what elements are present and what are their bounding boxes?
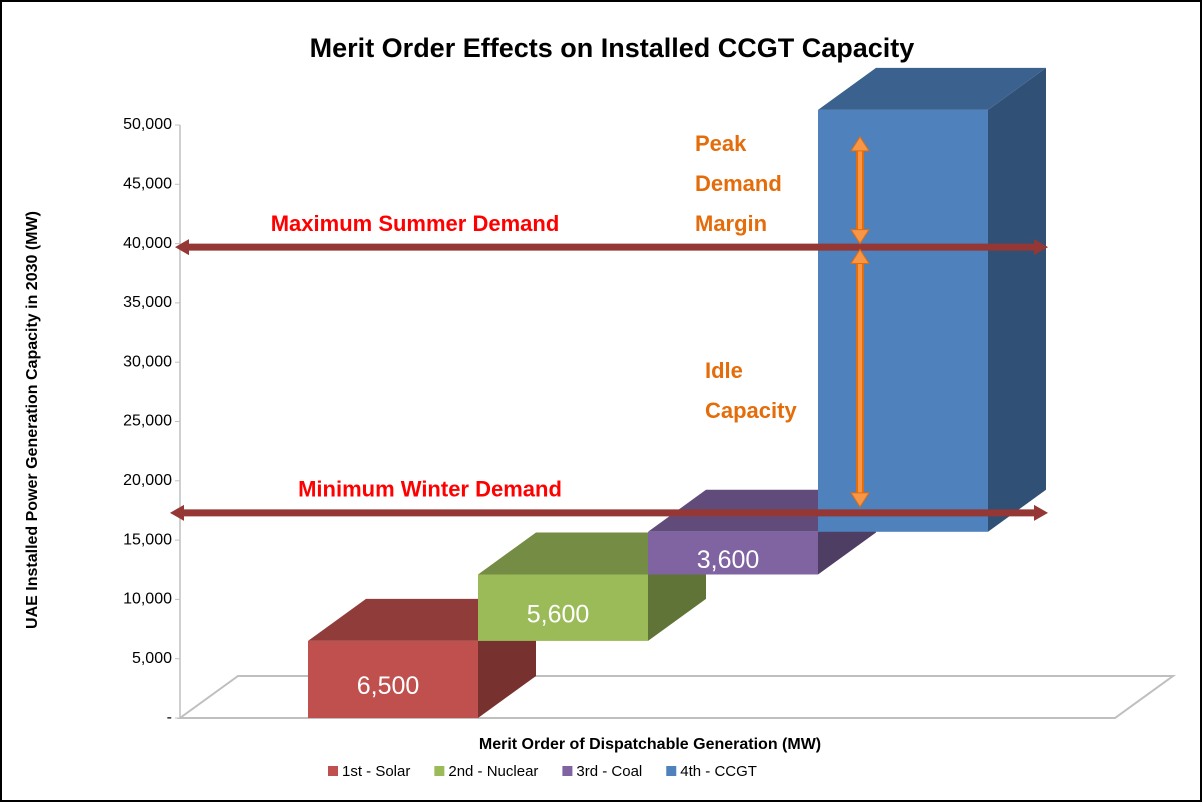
legend-swatch	[562, 766, 573, 776]
range-label: Capacity	[705, 398, 797, 423]
range-arrow-head	[850, 135, 870, 152]
bar	[308, 640, 478, 718]
demand-line-head	[170, 504, 184, 521]
legend-swatch	[666, 766, 677, 776]
range-label: Idle	[705, 358, 743, 383]
demand-line-head	[1034, 239, 1048, 256]
chart-title: Merit Order Effects on Installed CCGT Ca…	[310, 33, 915, 63]
demand-line-head	[1034, 504, 1048, 521]
data-label: 35,580	[860, 544, 936, 572]
y-axis-title: UAE Installed Power Generation Capacity …	[24, 211, 41, 629]
legend-label: 4th - CCGT	[680, 763, 757, 780]
range-arrow-head	[850, 229, 870, 245]
y-tick-label: 20,000	[123, 472, 172, 489]
legend-swatch	[328, 766, 338, 776]
y-tick-label: 10,000	[123, 591, 172, 608]
y-tick-label: 5,000	[132, 650, 172, 667]
data-label: 3,600	[697, 546, 760, 574]
data-label: 5,600	[527, 600, 590, 628]
demand-line-head	[175, 239, 189, 256]
y-tick-label: 35,000	[123, 294, 172, 311]
bar	[818, 109, 988, 532]
y-tick-label: 15,000	[123, 531, 172, 548]
y-tick-label: 30,000	[123, 353, 172, 370]
legend-label: 1st - Solar	[342, 763, 410, 780]
legend-label: 2nd - Nuclear	[448, 763, 538, 780]
bar	[648, 531, 818, 575]
y-tick-label: 25,000	[123, 413, 172, 430]
bar-side	[988, 67, 1046, 532]
range-label: Peak	[695, 131, 747, 156]
bar-top	[818, 67, 1046, 110]
range-label: Margin	[695, 211, 767, 236]
y-tick-label: 50,000	[123, 116, 172, 133]
range-label: Demand	[695, 171, 782, 196]
legend-swatch	[434, 766, 445, 776]
range-arrow-head	[850, 248, 870, 265]
annotation: Maximum Summer Demand	[271, 211, 560, 236]
legend-label: 3rd - Coal	[576, 763, 642, 780]
y-tick-label: 45,000	[123, 176, 172, 193]
y-tick-label: -	[167, 709, 172, 726]
bar	[478, 574, 648, 641]
range-arrow-head	[850, 492, 870, 508]
x-axis-title: Merit Order of Dispatchable Generation (…	[479, 736, 821, 753]
data-label: 6,500	[357, 672, 420, 700]
floor	[176, 675, 1177, 719]
annotation: Minimum Winter Demand	[298, 477, 562, 502]
y-tick-label: 40,000	[123, 235, 172, 252]
